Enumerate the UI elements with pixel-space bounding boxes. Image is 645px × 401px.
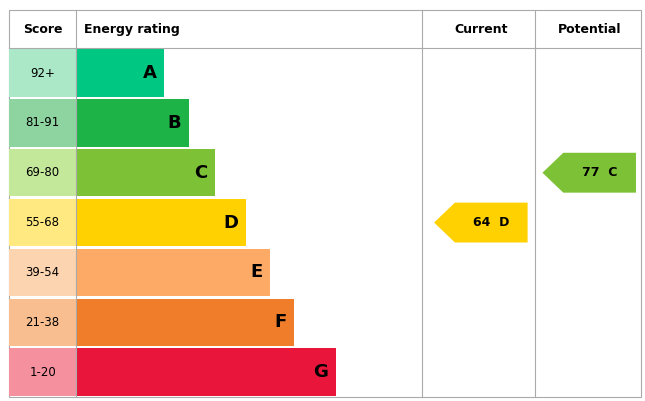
Text: Score: Score [23, 22, 63, 36]
Text: Potential: Potential [557, 22, 621, 36]
Polygon shape [542, 153, 636, 192]
Bar [9, 99, 76, 147]
Bar [9, 249, 76, 296]
Text: Energy rating: Energy rating [84, 22, 179, 36]
Text: 92+: 92+ [30, 67, 55, 79]
Text: Current: Current [454, 22, 508, 36]
Bar [9, 348, 76, 396]
Text: 81-91: 81-91 [25, 116, 60, 130]
Text: 69-80: 69-80 [26, 166, 59, 179]
Bar [76, 49, 164, 97]
Text: D: D [223, 214, 238, 231]
Bar [76, 149, 215, 196]
Bar [9, 298, 76, 346]
Text: G: G [313, 363, 328, 381]
Text: C: C [194, 164, 207, 182]
Bar [9, 149, 76, 196]
Bar [9, 49, 76, 97]
Bar [76, 348, 336, 396]
Text: 21-38: 21-38 [26, 316, 59, 329]
Text: 64  D: 64 D [473, 216, 510, 229]
Text: 39-54: 39-54 [26, 266, 59, 279]
Polygon shape [434, 203, 528, 243]
Text: 77  C: 77 C [582, 166, 617, 179]
Text: B: B [167, 114, 181, 132]
Text: E: E [250, 263, 263, 282]
Bar [76, 249, 270, 296]
Bar [76, 298, 294, 346]
Bar [9, 199, 76, 246]
Bar [76, 99, 189, 147]
Text: F: F [274, 313, 286, 331]
Text: 55-68: 55-68 [26, 216, 59, 229]
Bar [76, 199, 246, 246]
Text: A: A [143, 64, 157, 82]
Text: 1-20: 1-20 [29, 366, 56, 379]
